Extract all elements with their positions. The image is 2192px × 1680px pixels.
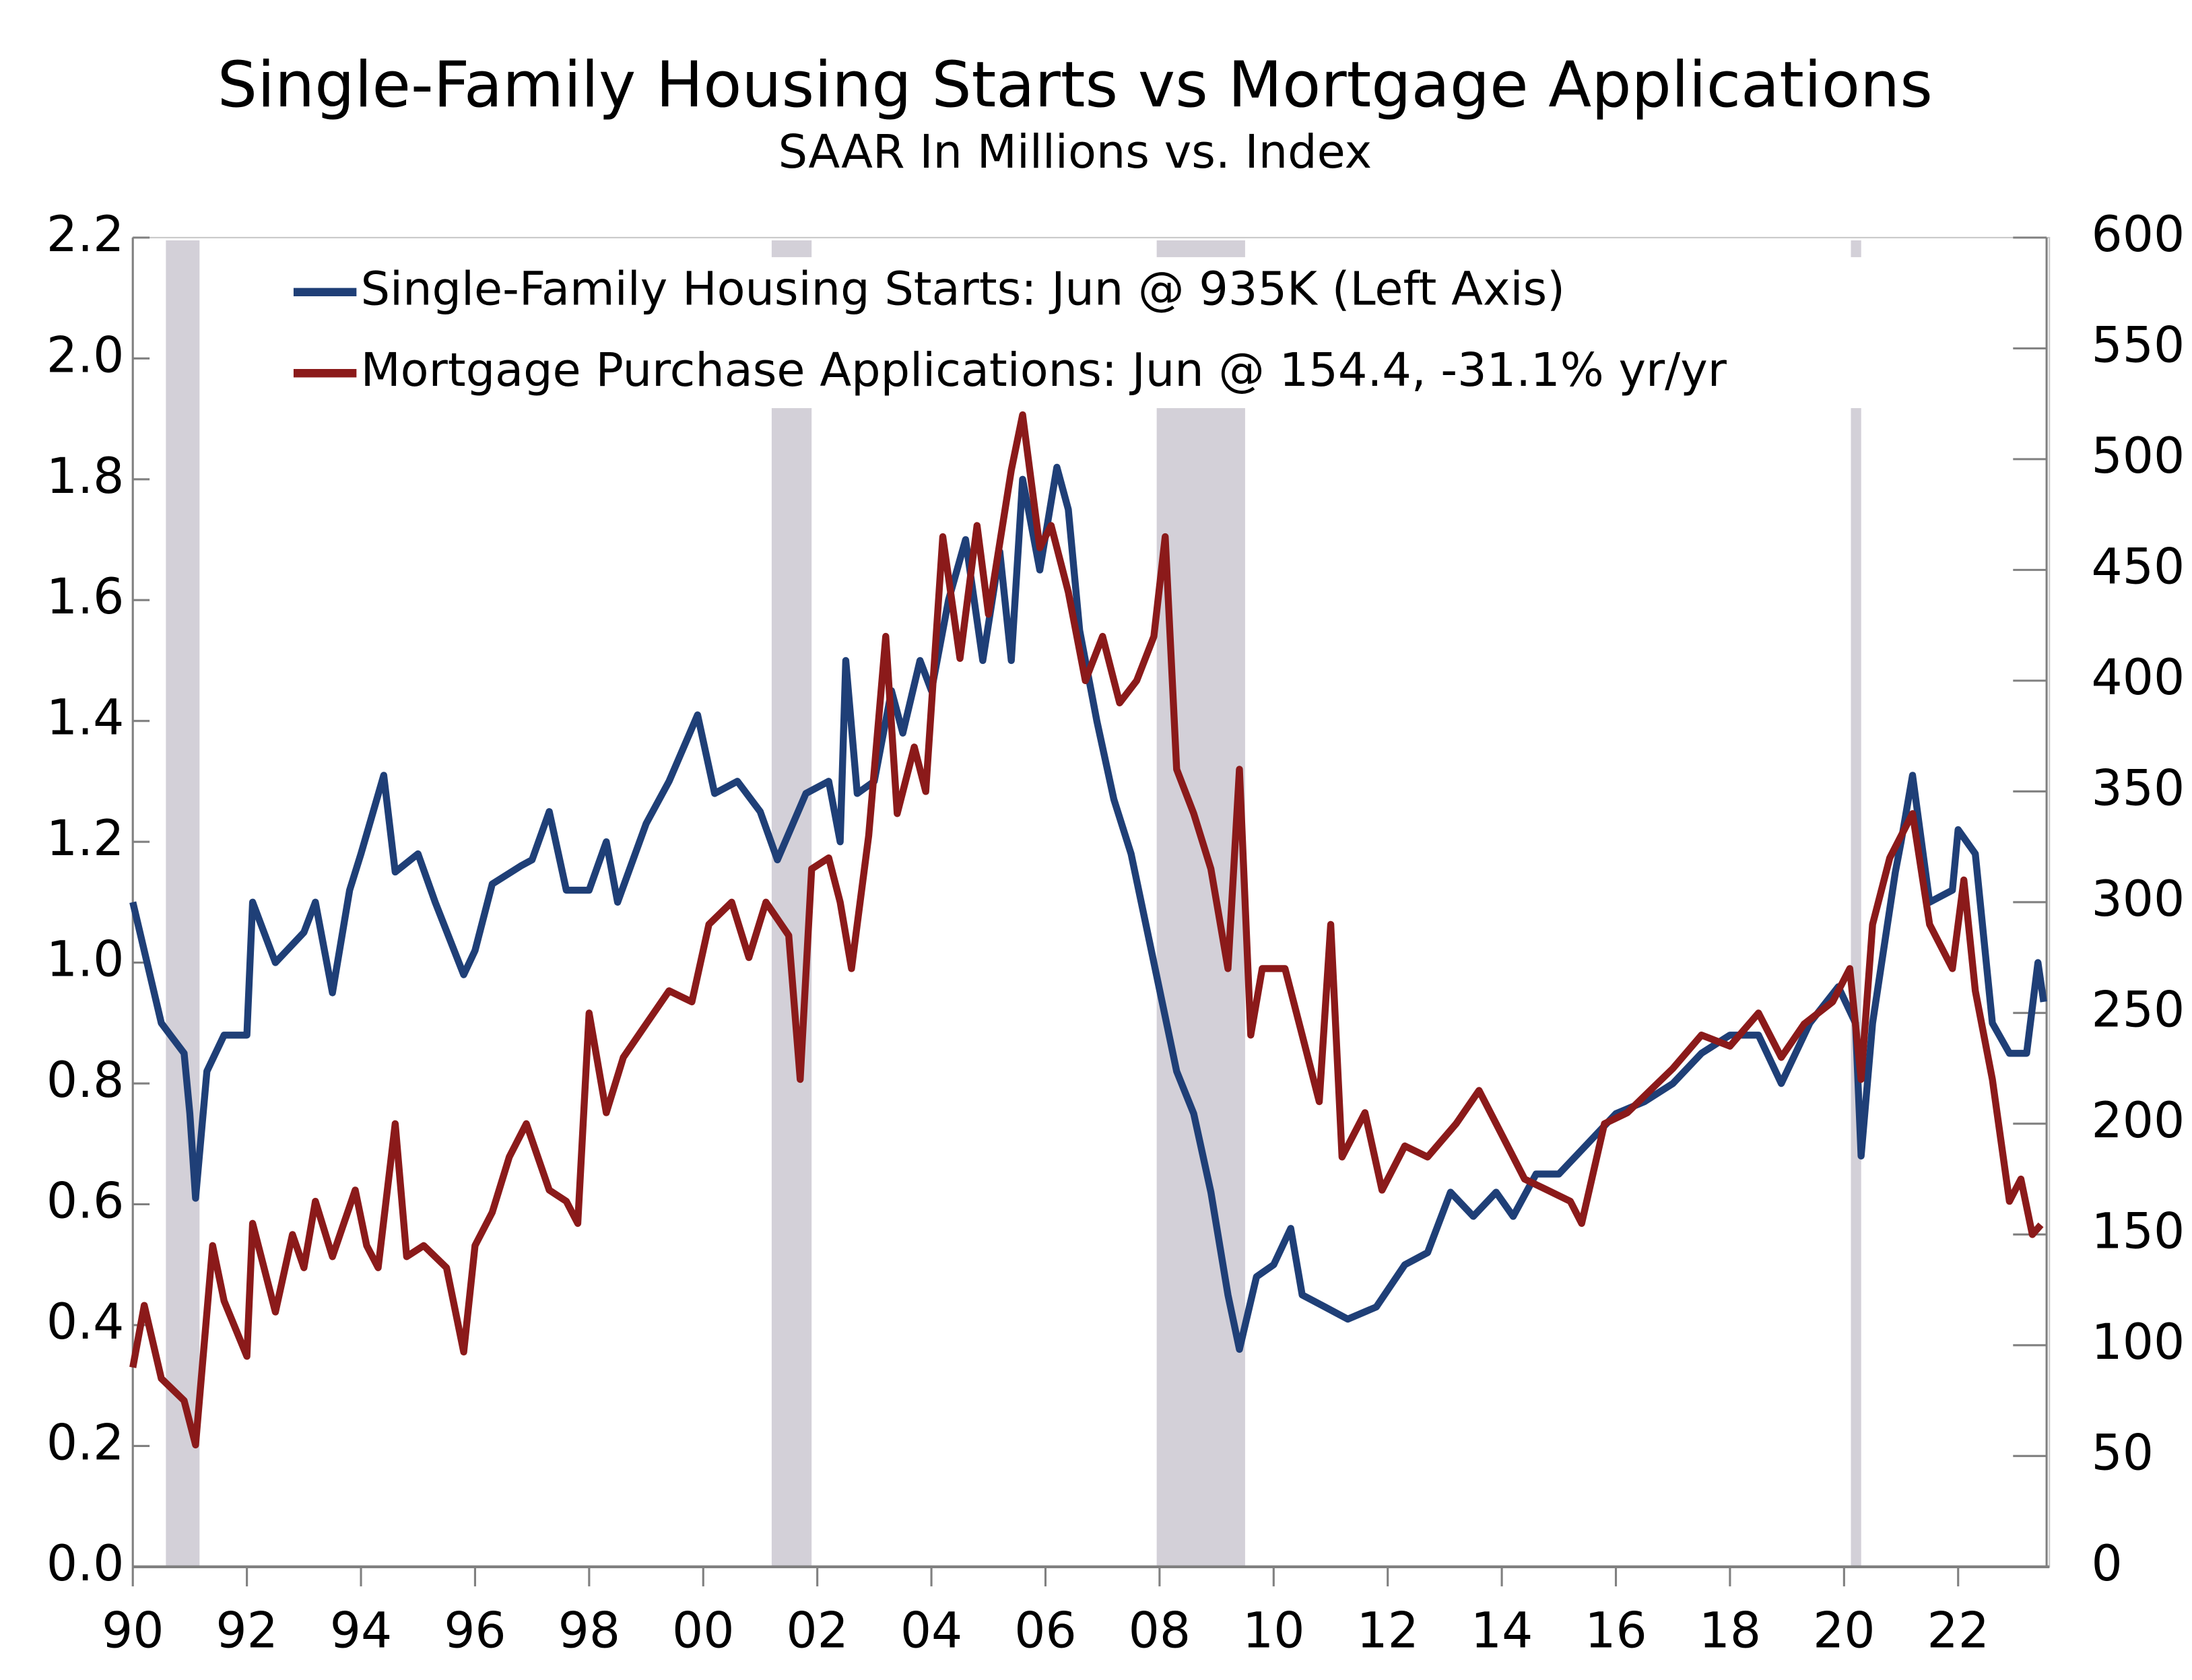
x-tick-label: 92: [215, 1603, 277, 1660]
y2-tick-label: 350: [2092, 760, 2185, 817]
x-tick-label: 22: [1927, 1603, 1989, 1660]
x-tick-label: 98: [558, 1603, 620, 1660]
x-tick-label: 12: [1356, 1603, 1418, 1660]
y2-tick-label: 150: [2092, 1203, 2185, 1260]
y-tick-label: 0.6: [46, 1174, 125, 1230]
x-tick-label: 20: [1813, 1603, 1875, 1660]
legend-box: [279, 257, 1873, 409]
legend-label: Single-Family Housing Starts: Jun @ 935K…: [361, 262, 1565, 316]
chart-title: Single-Family Housing Starts vs Mortgage…: [218, 48, 1933, 122]
x-tick-label: 02: [786, 1603, 848, 1660]
y2-tick-label: 200: [2092, 1093, 2185, 1149]
y2-tick-label: 450: [2092, 539, 2185, 595]
y-tick-label: 1.0: [46, 932, 125, 988]
series-line: [129, 463, 2047, 1353]
y-tick-label: 0.4: [46, 1294, 125, 1351]
recession-band: [771, 240, 812, 1567]
x-tick-label: 18: [1699, 1603, 1761, 1660]
recession-band: [1851, 240, 1861, 1567]
y-tick-label: 1.6: [46, 569, 125, 626]
x-tick-label: 14: [1471, 1603, 1533, 1660]
x-tick-label: 00: [672, 1603, 734, 1660]
y-tick-label: 2.2: [46, 207, 125, 263]
legend-label: Mortgage Purchase Applications: Jun @ 15…: [361, 343, 1727, 397]
y2-tick-label: 100: [2092, 1314, 2185, 1371]
plot-frame: [132, 236, 2051, 1568]
chart-subtitle: SAAR In Millions vs. Index: [778, 125, 1372, 179]
x-tick-label: 10: [1242, 1603, 1304, 1660]
y2-tick-label: 600: [2092, 207, 2185, 263]
x-tick-label: 90: [102, 1603, 164, 1660]
y-tick-label: 0.0: [46, 1536, 125, 1592]
y2-tick-label: 400: [2092, 650, 2185, 706]
x-tick-label: 04: [900, 1603, 962, 1660]
y-tick-label: 1.2: [46, 811, 125, 867]
y-tick-label: 1.4: [46, 690, 125, 747]
y-tick-label: 0.2: [46, 1415, 125, 1471]
x-tick-label: 96: [444, 1603, 506, 1660]
series-line: [129, 411, 2044, 1449]
y2-tick-label: 500: [2092, 428, 2185, 485]
y-tick-label: 0.8: [46, 1052, 125, 1109]
y-tick-label: 1.8: [46, 448, 125, 505]
y-tick-label: 2.0: [46, 327, 125, 384]
y2-tick-label: 50: [2092, 1425, 2154, 1481]
x-tick-label: 08: [1129, 1603, 1191, 1660]
y2-tick-label: 300: [2092, 871, 2185, 928]
recession-band: [166, 240, 200, 1567]
y2-tick-label: 0: [2092, 1536, 2123, 1592]
x-tick-label: 94: [330, 1603, 392, 1660]
x-tick-label: 16: [1585, 1603, 1647, 1660]
y2-tick-label: 250: [2092, 982, 2185, 1038]
x-tick-label: 06: [1014, 1603, 1076, 1660]
y2-tick-label: 550: [2092, 317, 2185, 374]
